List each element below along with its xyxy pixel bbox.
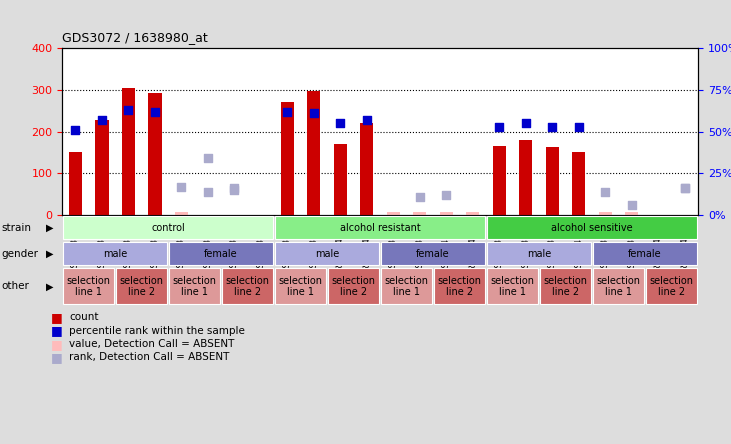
Bar: [440, 212, 453, 215]
Text: selection
line 2: selection line 2: [438, 276, 482, 297]
Point: [361, 116, 373, 123]
Bar: [64, 216, 273, 239]
Point: [626, 202, 637, 209]
Bar: [281, 102, 294, 215]
Bar: [276, 268, 326, 305]
Text: female: female: [205, 249, 238, 258]
Text: ▶: ▶: [46, 249, 53, 258]
Text: ▶: ▶: [46, 281, 53, 291]
Point: [96, 116, 107, 123]
Bar: [69, 152, 82, 215]
Bar: [170, 242, 273, 265]
Text: percentile rank within the sample: percentile rank within the sample: [69, 326, 246, 336]
Point: [547, 123, 558, 130]
Point: [493, 123, 505, 130]
Text: alcohol resistant: alcohol resistant: [340, 223, 420, 233]
Bar: [122, 88, 135, 215]
Bar: [594, 242, 697, 265]
Text: selection
line 1: selection line 1: [173, 276, 216, 297]
Text: selection
line 2: selection line 2: [650, 276, 694, 297]
Bar: [488, 242, 591, 265]
Bar: [328, 268, 379, 305]
Bar: [434, 268, 485, 305]
Text: male: male: [527, 249, 551, 258]
Bar: [413, 212, 426, 215]
Text: male: male: [315, 249, 339, 258]
Text: alcohol sensitive: alcohol sensitive: [551, 223, 633, 233]
Bar: [276, 216, 485, 239]
Point: [679, 185, 691, 192]
Text: control: control: [151, 223, 185, 233]
Text: count: count: [69, 313, 99, 322]
Text: selection
line 1: selection line 1: [279, 276, 322, 297]
Point: [229, 185, 240, 192]
Text: gender: gender: [1, 249, 39, 258]
Bar: [488, 268, 538, 305]
Bar: [519, 140, 532, 215]
Point: [123, 107, 135, 114]
Text: ■: ■: [51, 311, 63, 324]
Bar: [572, 152, 586, 215]
Text: female: female: [417, 249, 450, 258]
Bar: [360, 123, 374, 215]
Text: strain: strain: [1, 223, 31, 233]
Bar: [116, 268, 167, 305]
Text: selection
line 2: selection line 2: [120, 276, 164, 297]
Point: [202, 188, 213, 195]
Text: GDS3072 / 1638980_at: GDS3072 / 1638980_at: [62, 31, 208, 44]
Bar: [646, 268, 697, 305]
Bar: [64, 242, 167, 265]
Point: [414, 193, 425, 200]
Point: [599, 188, 611, 195]
Bar: [546, 147, 559, 215]
Bar: [148, 93, 162, 215]
Bar: [307, 91, 320, 215]
Text: selection
line 2: selection line 2: [226, 276, 270, 297]
Bar: [276, 242, 379, 265]
Bar: [175, 212, 188, 215]
Point: [441, 191, 452, 198]
Bar: [64, 268, 114, 305]
Text: ▶: ▶: [46, 223, 53, 233]
Bar: [95, 120, 108, 215]
Bar: [594, 268, 644, 305]
Text: value, Detection Call = ABSENT: value, Detection Call = ABSENT: [69, 339, 235, 349]
Bar: [466, 212, 480, 215]
Text: ■: ■: [51, 337, 63, 351]
Bar: [382, 268, 432, 305]
Text: male: male: [103, 249, 127, 258]
Text: other: other: [1, 281, 29, 291]
Text: selection
line 2: selection line 2: [332, 276, 376, 297]
Text: selection
line 2: selection line 2: [544, 276, 588, 297]
Text: female: female: [629, 249, 662, 258]
Point: [679, 185, 691, 192]
Point: [69, 127, 81, 134]
Point: [520, 120, 531, 127]
Bar: [334, 144, 347, 215]
Point: [175, 183, 187, 190]
Bar: [488, 216, 697, 239]
Point: [202, 155, 213, 162]
Bar: [387, 212, 400, 215]
Point: [229, 186, 240, 194]
Text: rank, Detection Call = ABSENT: rank, Detection Call = ABSENT: [69, 353, 230, 362]
Text: selection
line 1: selection line 1: [67, 276, 110, 297]
Point: [573, 123, 585, 130]
Text: ■: ■: [51, 324, 63, 337]
Bar: [382, 242, 485, 265]
Bar: [540, 268, 591, 305]
Text: selection
line 1: selection line 1: [596, 276, 640, 297]
Bar: [493, 146, 506, 215]
Bar: [170, 268, 220, 305]
Bar: [222, 268, 273, 305]
Bar: [625, 212, 638, 215]
Bar: [599, 212, 612, 215]
Text: selection
line 1: selection line 1: [385, 276, 428, 297]
Point: [149, 108, 161, 115]
Point: [335, 120, 346, 127]
Text: ■: ■: [51, 351, 63, 364]
Text: selection
line 1: selection line 1: [491, 276, 534, 297]
Point: [308, 110, 319, 117]
Point: [281, 108, 293, 115]
